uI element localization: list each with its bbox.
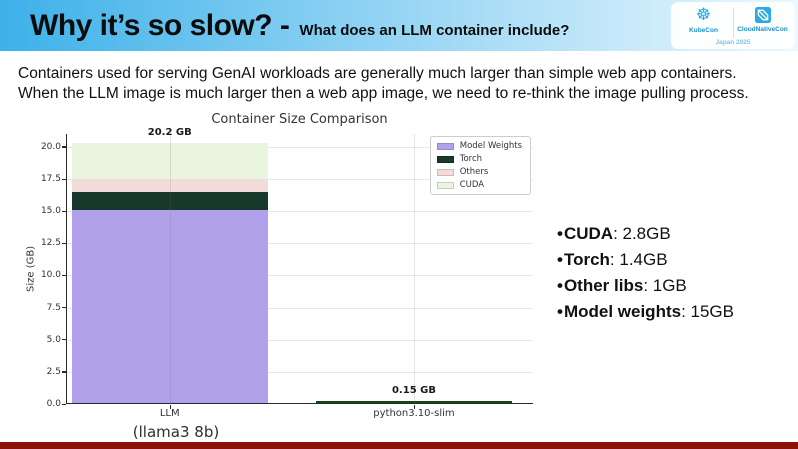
ytick-mark xyxy=(62,371,66,373)
gridline-y-12.5 xyxy=(67,243,533,245)
bar-segment-model-weights xyxy=(71,210,268,403)
size-breakdown-list: •CUDA: 2.8GB •Torch: 1.4GB •Other libs: 1G… xyxy=(557,221,792,325)
xtick-mark xyxy=(413,405,416,409)
ytick-mark xyxy=(62,242,66,244)
xgrid-center-line xyxy=(169,134,171,403)
gridline-y-7.5 xyxy=(67,307,533,309)
ytick-label: 10.0 xyxy=(40,270,61,281)
legend-label: Torch xyxy=(459,154,483,164)
cloudnativecon-logo: CloudNativeCon xyxy=(734,6,792,33)
spec-bullet-model-weights: •Model weights: 15GB xyxy=(557,302,734,321)
footer-accent-bar xyxy=(0,442,798,449)
gridline-y-10 xyxy=(67,275,533,277)
kubecon-helm-icon: ☸ xyxy=(695,5,712,25)
legend-item-model-weights: Model Weights xyxy=(436,141,522,151)
legend-swatch xyxy=(436,181,454,189)
ytick-label: 20.0 xyxy=(40,141,61,152)
bar-total-label: 20.2 GB xyxy=(147,127,192,139)
cloudnativecon-label: CloudNativeCon xyxy=(737,26,788,33)
kubecon-label: KubeCon xyxy=(689,27,718,34)
legend-item-torch: Torch xyxy=(436,154,522,164)
xgrid-center-line xyxy=(413,134,415,403)
intro-line-2: When the LLM image is much larger then a… xyxy=(18,85,749,103)
legend-label: Model Weights xyxy=(459,141,522,151)
ytick-mark xyxy=(62,146,66,148)
intro-paragraph: Containers used for serving GenAI worklo… xyxy=(18,64,793,105)
spec-bullet-other-libs: •Other libs: 1GB xyxy=(557,276,687,295)
legend-label: CUDA xyxy=(459,180,485,190)
spec-bullet-cuda: •CUDA: 2.8GB xyxy=(557,224,671,243)
ytick-mark xyxy=(62,274,66,277)
cloudnativecon-cube-icon xyxy=(754,7,771,23)
logo-row: ☸ KubeCon CloudNativeCon xyxy=(675,6,792,38)
legend-item-others: Others xyxy=(436,167,522,177)
slide-header: Why it’s so slow? - What does an LLM con… xyxy=(0,0,798,51)
event-logo-panel: ☸ KubeCon CloudNativeCon Japan 2025 xyxy=(671,2,795,49)
spec-bullet-torch: •Torch: 1.4GB xyxy=(557,250,668,269)
header-titles: Why it’s so slow? - What does an LLM con… xyxy=(0,9,569,43)
gridline-y-5 xyxy=(67,339,533,341)
legend-label: Others xyxy=(459,167,489,177)
page-title: Why it’s so slow? - xyxy=(30,8,290,42)
ytick-label: 0.0 xyxy=(46,399,61,409)
ytick-mark xyxy=(62,210,66,212)
intro-line-1: Containers used for serving GenAI worklo… xyxy=(18,65,737,82)
gridline-y-15 xyxy=(67,211,533,213)
x-category-label: LLM xyxy=(159,408,180,419)
logo-divider xyxy=(732,8,734,38)
ytick-label: 12.5 xyxy=(40,238,61,249)
chart-legend: Model Weights Torch Others CUDA xyxy=(429,136,531,195)
ytick-mark xyxy=(62,339,66,341)
legend-item-cuda: CUDA xyxy=(436,180,522,190)
x-category-label: python3.10-slim xyxy=(373,408,455,419)
bar-segment-python-base xyxy=(315,401,513,403)
llm-model-caption: (llama3 8b) xyxy=(132,423,220,441)
ytick-label: 15.0 xyxy=(40,206,61,217)
ytick-label: 17.5 xyxy=(40,174,61,184)
gridline-y-17.5 xyxy=(67,179,533,180)
kubecon-logo: ☸ KubeCon xyxy=(675,6,733,34)
legend-swatch xyxy=(436,142,454,150)
container-size-chart: Container Size Comparison Size (GB) 0.0 2… xyxy=(18,112,548,430)
legend-swatch xyxy=(436,155,454,163)
ytick-label: 2.5 xyxy=(46,366,61,377)
bar-segment-others xyxy=(71,179,268,193)
ytick-mark xyxy=(62,178,66,180)
ytick-mark xyxy=(62,307,66,309)
gridline-y-20 xyxy=(67,146,533,148)
ytick-label: 5.0 xyxy=(46,334,61,345)
page-subtitle: What does an LLM container include? xyxy=(299,21,570,39)
chart-plot-area: 0.0 2.5 5.0 7.5 10.0 12.5 15.0 17.5 20.0 20.2 GB L… xyxy=(41,127,533,419)
bar-total-label: 0.15 GB xyxy=(391,385,436,397)
ytick-mark xyxy=(62,403,66,405)
ytick-label: 7.5 xyxy=(46,302,61,313)
event-edition-label: Japan 2025 xyxy=(715,39,751,46)
gridline-y-2.5 xyxy=(67,371,533,373)
bar-segment-torch xyxy=(71,192,268,211)
chart-title: Container Size Comparison xyxy=(211,112,388,127)
xtick-mark xyxy=(169,405,171,409)
bar-segment-cuda xyxy=(71,143,268,180)
legend-swatch xyxy=(436,168,454,176)
